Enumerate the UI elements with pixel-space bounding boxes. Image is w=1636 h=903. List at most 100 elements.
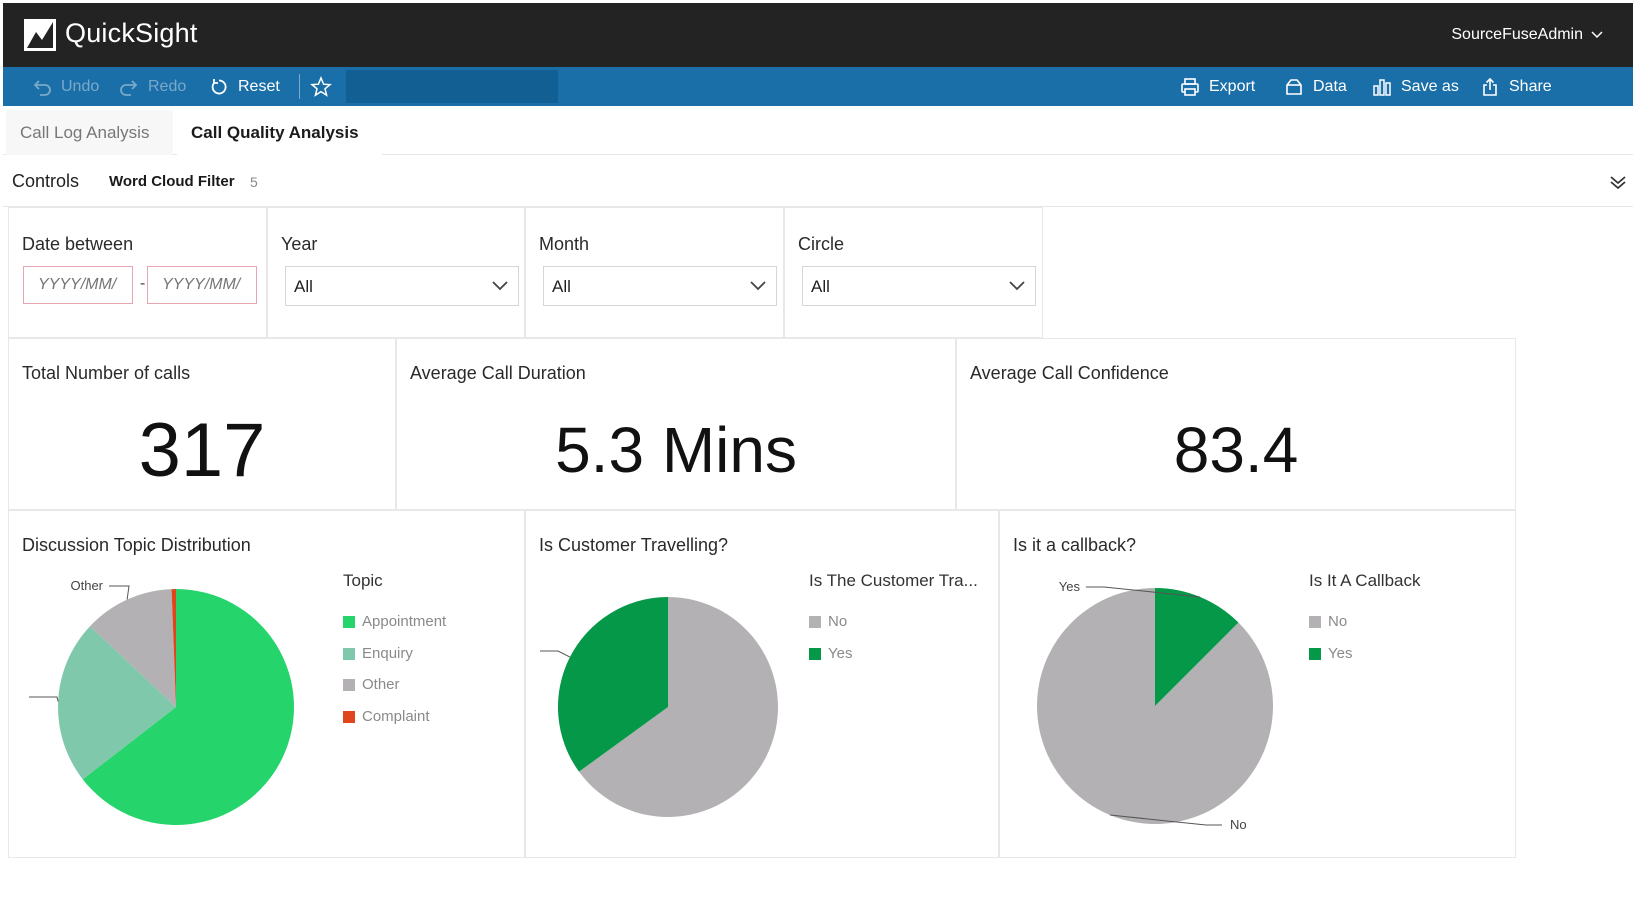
kpi-total-calls-value: 317 <box>138 408 266 493</box>
export-label: Export <box>1209 77 1256 95</box>
pie-slice-yes[interactable] <box>558 597 668 772</box>
legend-item-appointment[interactable]: Appointment <box>343 613 446 630</box>
redo-button[interactable]: Redo <box>118 67 186 106</box>
pie-slice-complaint[interactable] <box>171 589 176 707</box>
undo-label: Undo <box>61 77 100 95</box>
legend-item-other[interactable]: Other <box>343 676 400 693</box>
year-filter-label: Year <box>281 234 318 254</box>
year-filter-card: Year All <box>267 207 525 338</box>
month-filter-label: Month <box>539 234 590 254</box>
legend-item-no[interactable]: No <box>1309 613 1347 630</box>
callout-line <box>1086 586 1201 598</box>
bookmark-button[interactable] <box>310 67 332 106</box>
quicksight-logo-icon <box>24 19 56 51</box>
year-select-value: All <box>294 277 313 296</box>
pie-slice-appointment[interactable] <box>82 589 295 825</box>
controls-bar: Controls Word Cloud Filter 5 <box>3 157 1633 207</box>
share-button[interactable]: Share <box>1479 67 1552 106</box>
redo-label: Redo <box>148 77 187 95</box>
chevron-down-icon <box>750 281 766 291</box>
topic-pie-chart[interactable]: Other <box>9 511 526 859</box>
double-chevron-down-icon[interactable] <box>1607 171 1629 193</box>
printer-icon <box>1181 77 1199 96</box>
kpi-avg-confidence-title: Average Call Confidence <box>970 363 1169 383</box>
undo-icon <box>33 79 51 96</box>
chevron-down-icon <box>1591 31 1603 39</box>
legend-swatch <box>343 615 355 628</box>
reset-label: Reset <box>238 77 280 95</box>
legend-label: Appointment <box>362 613 447 630</box>
date-filter-label: Date between <box>22 234 134 254</box>
legend-label: Yes <box>828 645 853 662</box>
legend-label: Other <box>362 676 400 693</box>
topic-distribution-card: Discussion Topic Distribution Other Topi… <box>8 510 525 858</box>
bar-chart-icon <box>1373 78 1391 96</box>
chevron-down-icon <box>1009 281 1025 291</box>
topic-legend-title: Topic <box>343 571 383 590</box>
data-button[interactable]: Data <box>1283 67 1347 106</box>
tab-call-log-analysis[interactable]: Call Log Analysis <box>6 110 173 155</box>
user-name: SourceFuseAdmin <box>1451 26 1583 43</box>
save-as-button[interactable]: Save as <box>1371 67 1459 106</box>
user-menu[interactable]: SourceFuseAdmin <box>1451 26 1603 44</box>
reset-button[interactable]: Reset <box>208 67 280 106</box>
database-icon <box>1286 78 1302 95</box>
legend-item-no[interactable]: No <box>809 613 847 630</box>
reset-icon <box>211 78 227 94</box>
kpi-avg-duration-card[interactable]: Average Call Duration 5.3 Mins <box>396 338 956 510</box>
legend-item-enquiry[interactable]: Enquiry <box>343 645 413 662</box>
pie-callout-label-yes: Yes <box>1059 579 1081 594</box>
callout-line <box>1109 814 1222 826</box>
callout-line <box>29 696 59 702</box>
legend-swatch <box>809 615 821 628</box>
toolbar-divider <box>299 74 300 99</box>
data-label: Data <box>1313 77 1347 95</box>
legend-item-yes[interactable]: Yes <box>1309 645 1352 662</box>
month-filter-card: Month All <box>525 207 784 338</box>
pie-slice-enquiry[interactable] <box>58 626 176 780</box>
travelling-chart-title: Is Customer Travelling? <box>539 535 729 555</box>
pie-slice-no[interactable] <box>579 597 778 817</box>
month-select[interactable]: All <box>543 266 777 306</box>
toolbar-search-field[interactable] <box>346 70 558 103</box>
callback-pie-chart[interactable]: Yes No <box>1000 511 1517 859</box>
callout-line <box>109 585 130 600</box>
topic-chart-title: Discussion Topic Distribution <box>22 535 251 555</box>
controls-label: Controls <box>12 171 80 191</box>
callback-chart-title: Is it a callback? <box>1013 535 1137 555</box>
date-from-input[interactable] <box>23 266 133 304</box>
kpi-total-calls-card[interactable]: Total Number of calls 317 <box>8 338 396 510</box>
callout-line <box>540 650 571 658</box>
circle-filter-card: Circle All <box>784 207 1043 338</box>
kpi-total-calls-title: Total Number of calls <box>22 363 191 383</box>
circle-filter-label: Circle <box>798 234 845 254</box>
travelling-pie-chart[interactable] <box>526 511 1000 859</box>
chevron-down-icon <box>492 281 508 291</box>
tab-call-quality-analysis[interactable]: Call Quality Analysis <box>177 110 382 155</box>
date-to-input[interactable] <box>147 266 257 304</box>
pie-slice-yes[interactable] <box>1155 588 1239 706</box>
callback-legend-title: Is It A Callback <box>1309 571 1421 590</box>
toolbar: Undo Redo Reset Export Data Save as Shar… <box>3 67 1633 106</box>
word-cloud-filter-button[interactable]: Word Cloud Filter <box>109 173 235 190</box>
kpi-avg-confidence-card[interactable]: Average Call Confidence 83.4 <box>956 338 1516 510</box>
export-button[interactable]: Export <box>1179 67 1255 106</box>
year-select[interactable]: All <box>285 266 519 306</box>
pie-callout-label-other: Other <box>70 578 103 593</box>
redo-icon <box>120 79 138 96</box>
legend-swatch <box>343 710 355 723</box>
legend-swatch <box>343 647 355 660</box>
kpi-avg-duration-title: Average Call Duration <box>410 363 586 383</box>
kpi-avg-confidence-value: 83.4 <box>1173 414 1299 486</box>
pie-slice-other[interactable] <box>89 589 176 707</box>
undo-button[interactable]: Undo <box>31 67 99 106</box>
star-icon <box>310 75 332 97</box>
legend-swatch <box>809 647 821 660</box>
legend-swatch <box>343 678 355 691</box>
legend-item-complaint[interactable]: Complaint <box>343 708 430 725</box>
circle-select[interactable]: All <box>802 266 1036 306</box>
legend-item-yes[interactable]: Yes <box>809 645 852 662</box>
legend-label: Enquiry <box>362 645 413 662</box>
top-bar: QuickSight SourceFuseAdmin <box>3 3 1633 67</box>
legend-label: No <box>1328 613 1348 630</box>
